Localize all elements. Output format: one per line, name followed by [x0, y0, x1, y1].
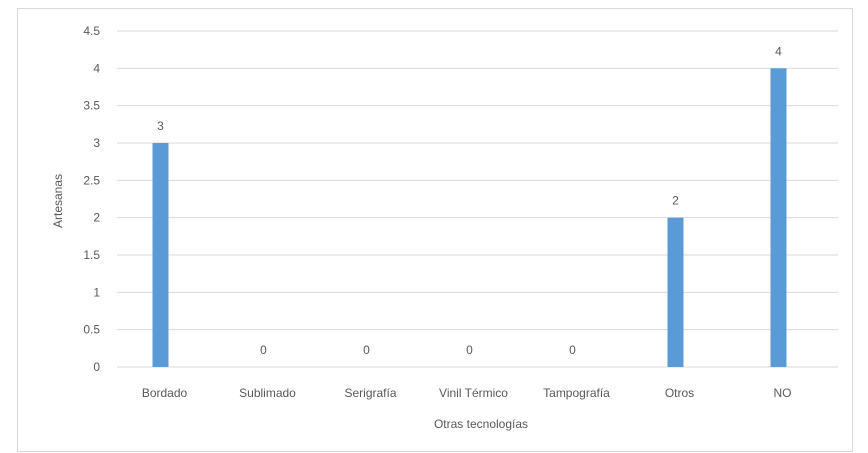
data-label: 2 — [672, 194, 679, 208]
y-tick-label: 2 — [93, 211, 100, 225]
category-label: Bordado — [142, 386, 188, 400]
data-label: 4 — [775, 44, 782, 58]
data-label: 0 — [260, 343, 267, 357]
data-label: 0 — [363, 343, 370, 357]
data-label: 3 — [157, 119, 164, 133]
bar — [152, 143, 169, 367]
y-tick-label: 2.5 — [83, 173, 100, 187]
y-tick-label: 3 — [93, 136, 100, 150]
x-axis-categories: Bordado Sublimado Serigrafía Vinil Térmico T… — [142, 386, 792, 400]
data-label: 0 — [569, 343, 576, 357]
y-tick-label: 0.5 — [83, 323, 100, 337]
bar — [770, 68, 787, 367]
category-label: Vinil Térmico — [439, 386, 508, 400]
category-label: Otros — [665, 386, 694, 400]
y-axis-ticks: 0 0.5 1 1.5 2 2.5 3 3.5 4 4.5 — [83, 24, 100, 374]
y-tick-label: 1 — [93, 285, 100, 299]
y-tick-label: 3.5 — [83, 99, 100, 113]
y-tick-label: 4.5 — [83, 24, 100, 38]
bars — [152, 68, 787, 367]
category-label: Sublimado — [239, 386, 296, 400]
y-tick-label: 0 — [93, 360, 100, 374]
y-tick-label: 1.5 — [83, 248, 100, 262]
data-label: 0 — [466, 343, 473, 357]
x-axis-title: Otras tecnologías — [434, 417, 528, 431]
category-label: NO — [774, 386, 792, 400]
gridlines — [117, 30, 838, 368]
data-labels: 3 0 0 0 0 2 4 — [157, 44, 782, 357]
category-label: Serigrafía — [344, 386, 396, 400]
y-axis-title: Artesanas — [51, 174, 65, 228]
category-label: Tampografía — [543, 386, 610, 400]
bar — [667, 217, 684, 367]
y-tick-label: 4 — [93, 61, 100, 75]
